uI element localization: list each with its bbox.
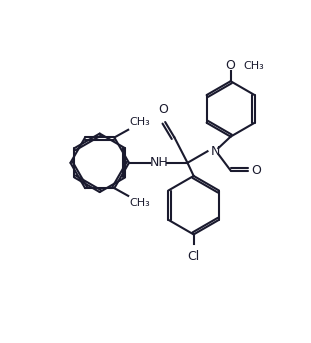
Text: O: O [158,103,168,116]
Text: N: N [211,145,220,158]
Text: CH₃: CH₃ [129,117,150,128]
Text: NH: NH [150,156,168,169]
Text: O: O [251,164,261,177]
Text: CH₃: CH₃ [243,61,264,71]
Text: Cl: Cl [188,250,200,263]
Text: O: O [226,59,235,72]
Text: CH₃: CH₃ [129,198,150,208]
